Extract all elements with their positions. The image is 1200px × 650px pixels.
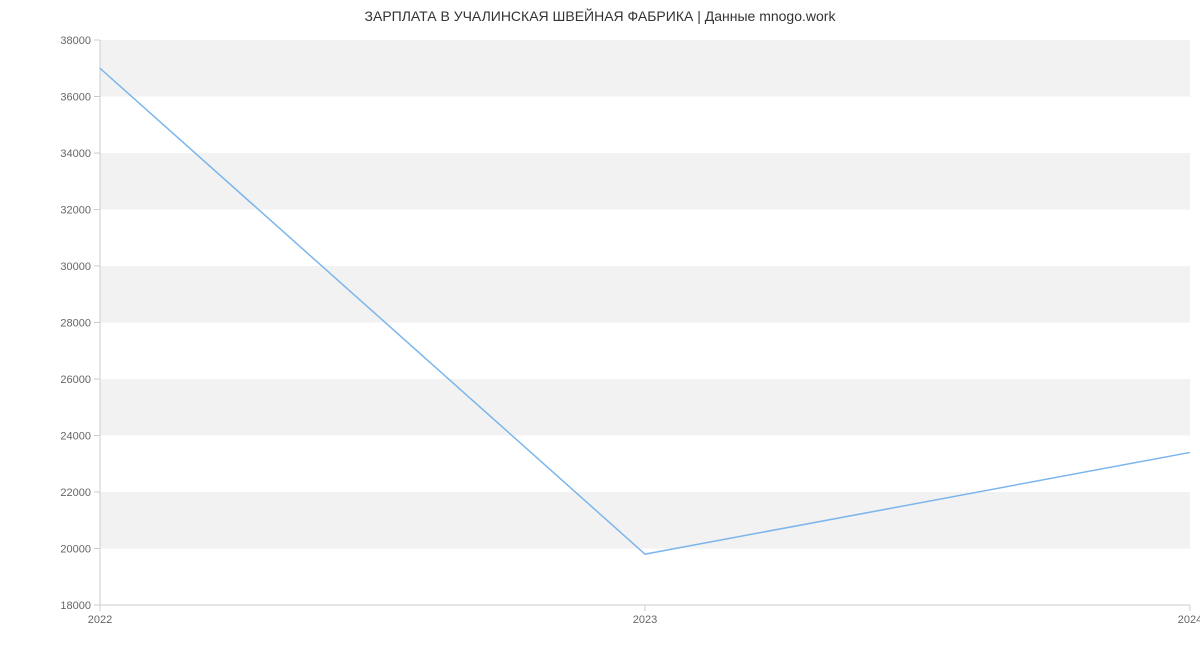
y-tick-label: 22000 (60, 487, 91, 499)
y-tick-label: 18000 (60, 600, 91, 612)
grid-band (100, 492, 1190, 549)
y-tick-label: 30000 (60, 261, 91, 273)
grid-band (100, 153, 1190, 210)
y-tick-label: 26000 (60, 374, 91, 386)
y-tick-label: 38000 (60, 35, 91, 47)
y-tick-label: 20000 (60, 544, 91, 556)
grid-band (100, 379, 1190, 436)
x-tick-label: 2023 (633, 614, 657, 626)
grid-band (100, 40, 1190, 97)
x-tick-label: 2024 (1178, 614, 1200, 626)
salary-line-chart: ЗАРПЛАТА В УЧАЛИНСКАЯ ШВЕЙНАЯ ФАБРИКА | … (0, 0, 1200, 650)
y-tick-label: 24000 (60, 431, 91, 443)
grid-band (100, 266, 1190, 323)
y-tick-label: 36000 (60, 92, 91, 104)
y-tick-label: 32000 (60, 205, 91, 217)
y-tick-label: 28000 (60, 318, 91, 330)
y-tick-label: 34000 (60, 148, 91, 160)
chart-svg: 18000 20000 22000 24000 26000 28000 30000 32000… (0, 0, 1200, 650)
x-tick-label: 2022 (88, 614, 112, 626)
